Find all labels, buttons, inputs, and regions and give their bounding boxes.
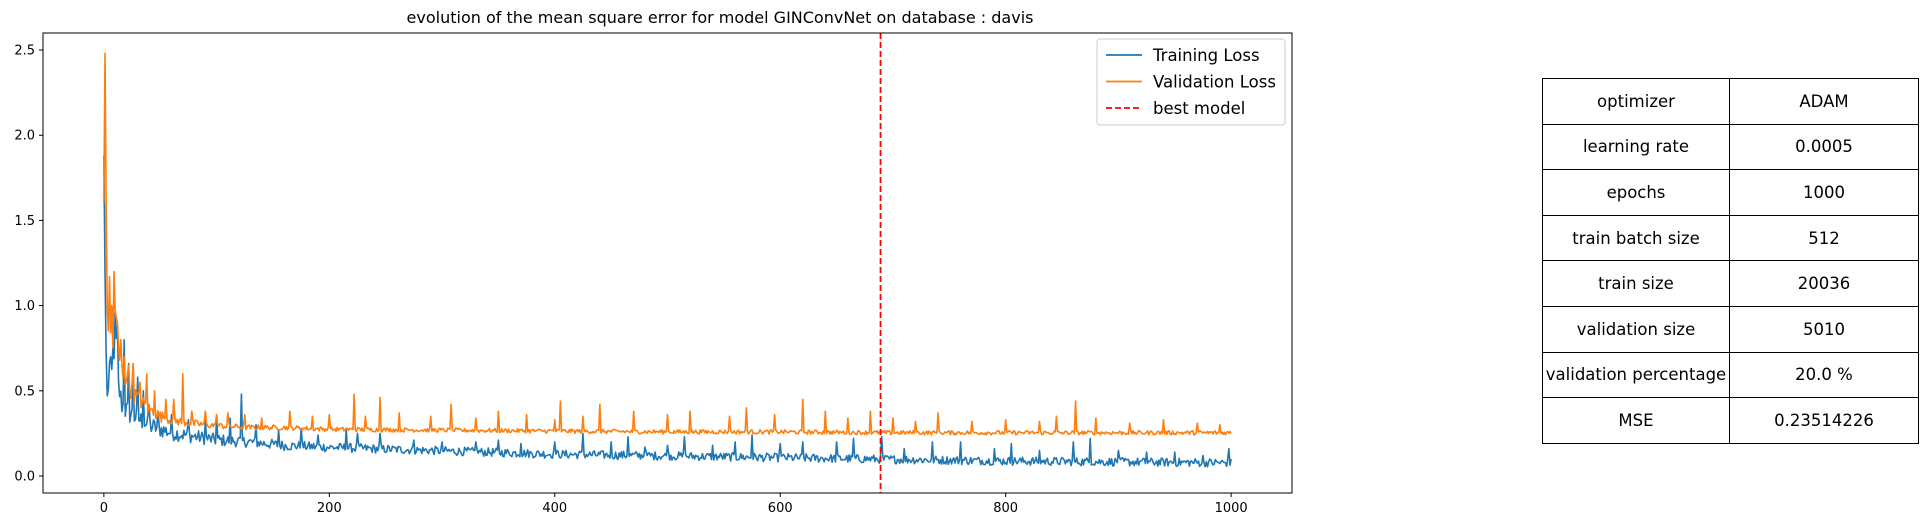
param-value-cell: 512 [1729,214,1919,262]
param-value-cell: 5010 [1729,305,1919,353]
x-tick-label: 0 [100,501,108,516]
x-axis-ticks: 0 200 400 600 800 1000 [100,493,1248,516]
y-tick-label: 1.5 [14,214,35,229]
legend-box [1096,38,1286,126]
parameters-table: optimizer ADAM learning rate 0.0005 epochs 10… [1542,78,1919,444]
param-value-cell: 20036 [1729,260,1919,307]
x-tick-label: 200 [317,501,342,516]
legend-label: Validation Loss [1153,73,1276,92]
table-row: optimizer ADAM [1542,78,1919,125]
x-tick-label: 400 [542,501,567,516]
param-name-cell: validation percentage [1542,351,1730,399]
param-value-cell: 0.0005 [1729,123,1919,171]
table-row: learning rate 0.0005 [1542,123,1919,171]
y-axis-ticks: 0.0 0.5 1.0 1.5 2.0 2.5 [14,44,43,484]
param-name-cell: optimizer [1542,78,1730,125]
table-row: train size 20036 [1542,260,1919,307]
table-row: epochs 1000 [1542,169,1919,216]
legend: Training Loss Validation Loss best model [1096,38,1286,126]
plot-area: 0 200 400 600 800 1000 0.0 0.5 1.0 1.5 2.0 2.5 [14,32,1293,516]
param-name-cell: train batch size [1542,214,1730,262]
y-tick-label: 0.0 [14,469,35,484]
param-name-cell: MSE [1542,397,1730,444]
legend-items: Training Loss Validation Loss best model [1106,46,1276,118]
series-line-0 [103,155,1232,468]
param-name-cell: epochs [1542,169,1730,216]
y-tick-label: 2.5 [14,44,35,59]
param-name-cell: learning rate [1542,123,1730,171]
param-value-cell: ADAM [1729,78,1919,125]
param-value-cell: 0.23514226 [1729,397,1919,444]
table-row: train batch size 512 [1542,214,1919,262]
table-row: validation size 5010 [1542,305,1919,353]
series-group [103,52,1232,468]
x-tick-label: 800 [993,501,1018,516]
y-tick-label: 2.0 [14,129,35,144]
y-tick-label: 0.5 [14,384,35,399]
param-name-cell: train size [1542,260,1730,307]
param-value-cell: 20.0 % [1729,351,1919,399]
table-row: MSE 0.23514226 [1542,397,1919,444]
param-value-cell: 1000 [1729,169,1919,216]
x-tick-label: 600 [768,501,793,516]
chart-title: evolution of the mean square error for m… [407,8,1034,27]
x-tick-label: 1000 [1215,501,1248,516]
series-line-1 [103,52,1232,436]
table-row: validation percentage 20.0 % [1542,351,1919,399]
legend-label: best model [1153,99,1245,118]
y-tick-label: 1.0 [14,299,35,314]
plot-frame [42,32,1293,494]
legend-label: Training Loss [1152,46,1260,65]
param-name-cell: validation size [1542,305,1730,353]
